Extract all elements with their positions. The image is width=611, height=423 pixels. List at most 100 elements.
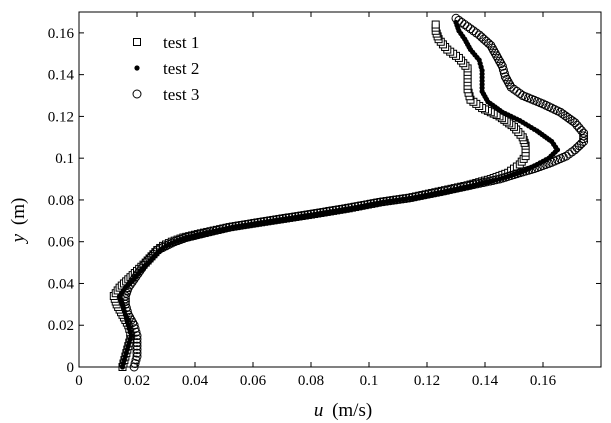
- data-point: [369, 198, 379, 208]
- data-point: [564, 149, 574, 159]
- data-point: [512, 86, 522, 96]
- data-point: [463, 22, 473, 32]
- y-axis-unit: (m): [8, 198, 29, 225]
- data-point: [379, 197, 389, 207]
- data-point: [123, 310, 133, 320]
- data-point: [405, 193, 415, 203]
- data-point: [306, 209, 316, 219]
- x-tick-label: 0: [75, 373, 83, 389]
- legend-label: test 2: [163, 59, 199, 78]
- y-tick-label: 0.02: [48, 318, 74, 334]
- x-tick-label: 0.08: [298, 373, 324, 389]
- data-point: [515, 88, 525, 98]
- data-point: [122, 306, 132, 316]
- data-point: [294, 211, 304, 221]
- data-point: [247, 218, 257, 228]
- data-point: [437, 187, 446, 197]
- data-point: [269, 215, 279, 225]
- data-point: [313, 208, 323, 218]
- legend-label: test 3: [163, 85, 199, 104]
- data-point: [454, 15, 464, 25]
- data-point: [263, 216, 272, 226]
- data-point: [132, 352, 142, 362]
- data-point: [347, 202, 357, 212]
- data-point: [372, 198, 382, 208]
- data-point: [505, 80, 515, 90]
- y-axis-title: y (m): [8, 198, 29, 245]
- data-point: [357, 200, 367, 210]
- data-point: [401, 193, 411, 203]
- data-point: [130, 324, 140, 334]
- data-point: [275, 214, 285, 224]
- data-point: [129, 320, 139, 330]
- data-point: [120, 294, 130, 304]
- legend-marker: [133, 38, 141, 46]
- data-point: [392, 195, 402, 205]
- data-point: [446, 185, 456, 194]
- x-tick-label: 0.06: [240, 373, 267, 389]
- data-point: [212, 225, 222, 235]
- y-tick-label: 0: [67, 360, 75, 376]
- data-point: [225, 222, 235, 232]
- data-point: [506, 82, 516, 92]
- data-point: [328, 205, 338, 215]
- data-point: [417, 190, 427, 200]
- legend: test 1 test 2 test 3: [132, 33, 199, 104]
- data-point: [287, 212, 297, 222]
- data-point: [502, 74, 512, 84]
- data-point: [482, 177, 492, 187]
- data-point: [132, 331, 142, 341]
- data-point: [130, 359, 140, 369]
- data-point: [363, 199, 373, 209]
- data-point: [316, 207, 326, 217]
- data-point: [244, 219, 254, 229]
- data-point: [132, 341, 142, 351]
- data-point: [208, 226, 218, 236]
- data-point: [497, 61, 507, 71]
- y-tick-label: 0.06: [48, 235, 75, 251]
- data-point: [424, 189, 434, 199]
- data-point: [414, 191, 424, 201]
- data-point: [132, 338, 142, 348]
- data-point: [205, 227, 215, 237]
- data-point: [278, 213, 288, 223]
- x-axis-title: u (m/s): [314, 400, 372, 421]
- data-point: [471, 28, 481, 38]
- data-point: [131, 327, 141, 337]
- data-point: [474, 30, 484, 40]
- axis-ticks: 0 0.02 0.04 0.06 0.08 0.1 0.12 0.14 0.16 0 0.02 0.0…: [48, 12, 601, 389]
- data-point: [492, 51, 502, 61]
- data-point: [469, 180, 479, 190]
- data-point: [129, 362, 139, 372]
- x-tick-label: 0.12: [414, 373, 440, 389]
- y-tick-label: 0.16: [48, 26, 75, 42]
- y-tick-label: 0.08: [48, 193, 74, 209]
- data-point: [281, 213, 291, 223]
- data-point: [489, 46, 499, 56]
- data-point: [576, 126, 586, 136]
- data-point: [250, 218, 260, 228]
- data-point: [131, 355, 141, 365]
- data-point: [222, 223, 232, 233]
- data-point: [493, 53, 503, 63]
- data-point: [500, 72, 510, 82]
- legend-marker: [134, 65, 140, 71]
- data-point: [132, 345, 142, 355]
- data-point: [360, 200, 370, 210]
- data-point: [430, 188, 440, 198]
- data-point: [215, 224, 225, 234]
- data-point: [241, 219, 251, 229]
- legend-marker: [132, 89, 142, 99]
- data-point: [128, 318, 138, 328]
- data-point: [466, 180, 475, 190]
- data-point: [561, 151, 571, 161]
- data-point: [199, 228, 209, 238]
- data-point: [503, 77, 513, 87]
- data-point: [202, 228, 212, 238]
- data-point: [411, 192, 421, 202]
- data-point: [382, 196, 392, 206]
- data-point: [237, 220, 247, 230]
- data-point: [344, 203, 354, 213]
- data-point: [322, 206, 332, 216]
- data-point: [488, 175, 498, 185]
